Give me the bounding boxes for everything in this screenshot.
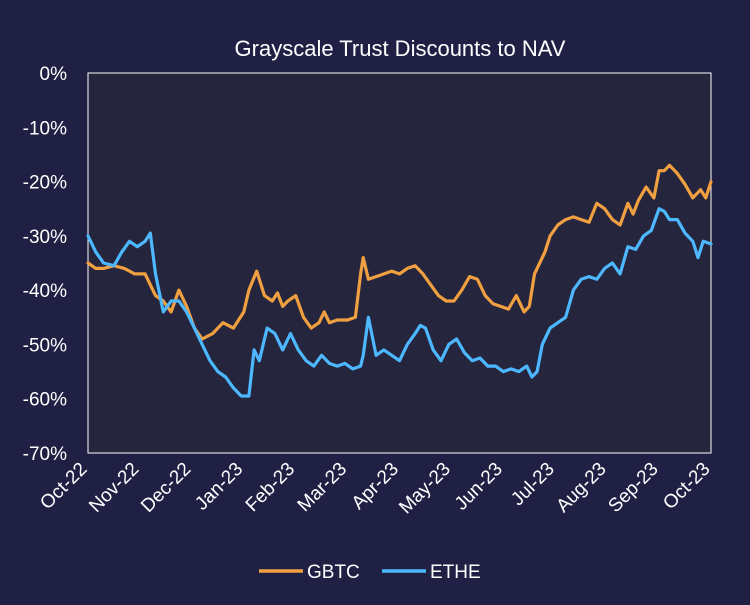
- x-tick-label: Oct-22: [36, 459, 91, 514]
- y-tick-label: -60%: [23, 390, 67, 411]
- y-tick-label: -40%: [23, 281, 67, 302]
- y-tick-label: -30%: [23, 227, 67, 248]
- legend-label-gbtc: GBTC: [307, 562, 360, 583]
- chart-title: Grayscale Trust Discounts to NAV: [235, 36, 566, 61]
- x-tick-label: Apr-23: [348, 459, 403, 514]
- y-tick-label: -50%: [23, 335, 67, 356]
- x-tick-label: Jun-23: [451, 459, 507, 515]
- x-tick-label: Oct-23: [659, 459, 714, 514]
- x-tick-label: Feb-23: [242, 459, 299, 516]
- x-tick-label: May-23: [395, 459, 455, 519]
- y-tick-label: -20%: [23, 173, 67, 194]
- x-axis-ticks: Oct-22Nov-22Dec-22Jan-23Feb-23Mar-23Apr-…: [36, 459, 714, 519]
- x-tick-label: Jul-23: [507, 459, 558, 510]
- series-line-ethe: [86, 207, 713, 398]
- legend: GBTC ETHE: [259, 562, 481, 583]
- series-line-gbtc: [86, 163, 713, 341]
- x-tick-label: Dec-22: [137, 459, 195, 517]
- plot-area: [87, 72, 712, 454]
- x-tick-label: Sep-23: [604, 459, 662, 517]
- series-layer: [86, 163, 713, 398]
- y-tick-label: -10%: [23, 118, 67, 139]
- x-tick-label: Jan-23: [191, 459, 247, 515]
- y-tick-label: -70%: [23, 444, 67, 465]
- x-tick-label: Nov-22: [85, 459, 143, 517]
- legend-label-ethe: ETHE: [430, 562, 481, 583]
- y-axis-ticks: 0% -10% -20% -30% -40% -50% -60% -70%: [23, 64, 67, 465]
- y-tick-label: 0%: [40, 64, 68, 85]
- x-tick-label: Mar-23: [294, 459, 351, 516]
- x-tick-label: Aug-23: [553, 459, 611, 517]
